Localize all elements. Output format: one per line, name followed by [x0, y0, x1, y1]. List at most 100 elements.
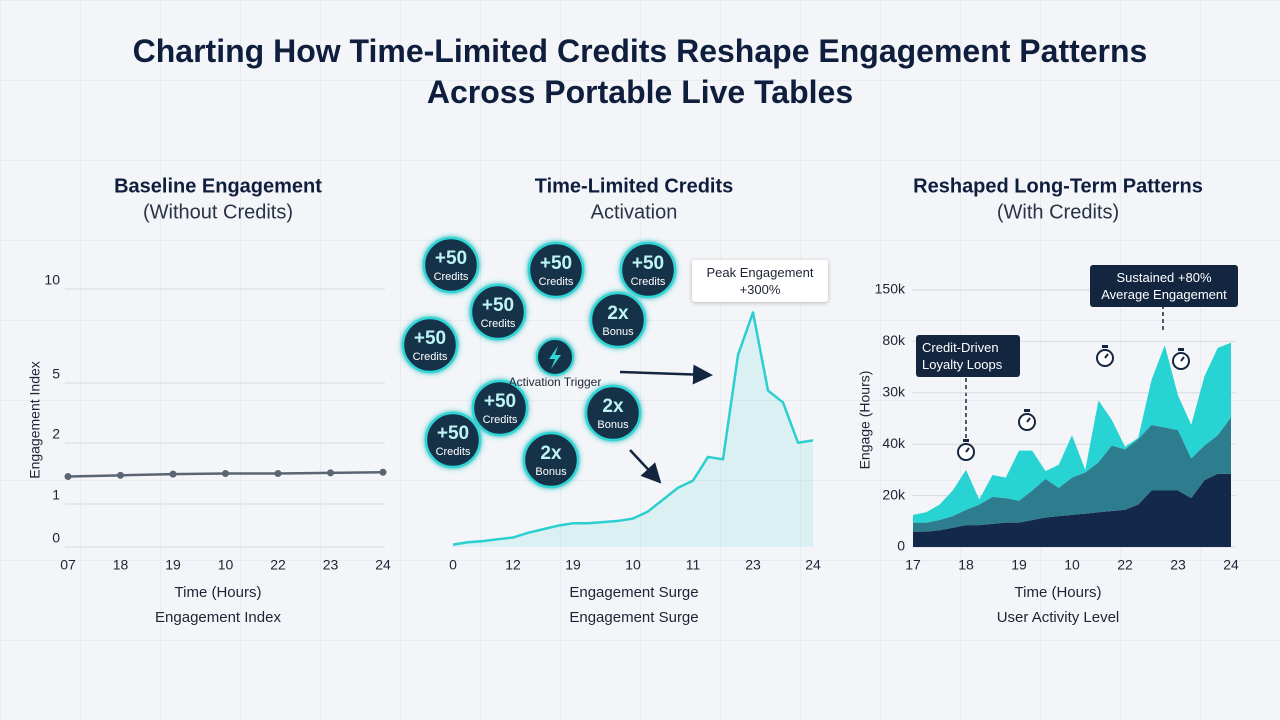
y-axis-label: Engage (Hours) [857, 371, 873, 470]
badge-kind: Credits [436, 446, 471, 458]
badge-kind: Credits [483, 414, 518, 426]
badge [527, 241, 585, 299]
y-tick-label: 10 [44, 272, 60, 288]
bolt [549, 346, 561, 369]
badge [589, 291, 647, 349]
chart-subtitle: (With Credits) [997, 201, 1119, 223]
x-tick-label: 12 [505, 557, 521, 573]
plot-area [65, 289, 385, 547]
badge-amount: +50 [437, 423, 469, 444]
x-tick-label: 24 [1223, 557, 1239, 573]
x-tick-label: 17 [905, 557, 921, 573]
y-tick-label: 0 [897, 538, 905, 554]
x-axis-label: Time (Hours) [1015, 584, 1102, 601]
badge-amount: +50 [435, 248, 467, 269]
area [453, 312, 813, 547]
x-tick-label: 23 [1170, 557, 1186, 573]
point [327, 469, 334, 477]
x-tick-label: 23 [745, 557, 761, 573]
badge [471, 379, 529, 437]
line [452, 311, 814, 546]
point [169, 470, 177, 478]
x-tick-label: 23 [323, 557, 339, 573]
arrow [629, 449, 662, 484]
badge-amount: +50 [484, 391, 516, 412]
x-tick-label: 11 [686, 557, 701, 573]
badge-amount: 2x [602, 396, 624, 417]
caption: Engagement Surge [569, 609, 698, 626]
x-tick-label: 22 [1117, 557, 1133, 573]
y-tick-label: 80k [882, 332, 906, 348]
page-title: Charting How Time-Limited Credits Reshap… [132, 33, 1148, 110]
area-segment [913, 473, 1231, 547]
point [117, 471, 124, 479]
x-tick-label: 18 [113, 557, 129, 573]
point [64, 473, 72, 481]
x-tick-label: 10 [1064, 557, 1080, 573]
badge-amount: +50 [482, 295, 514, 316]
badge-kind: Bonus [535, 466, 567, 478]
y-tick-label: 20k [882, 486, 906, 502]
badge [422, 236, 480, 294]
stopwatch-crown [1102, 345, 1108, 348]
badge-amount: +50 [414, 328, 446, 349]
y-tick-label: 1 [52, 487, 60, 503]
stopwatch-crown [1024, 409, 1030, 412]
badge-kind: Credits [481, 318, 516, 330]
badge-amount: +50 [632, 253, 664, 274]
badge [424, 411, 482, 469]
x-tick-label: 10 [218, 557, 234, 573]
badge [401, 316, 459, 374]
badge [522, 431, 580, 489]
chart-subtitle: Activation [591, 201, 678, 223]
badge-kind: Credits [631, 276, 666, 288]
chart-subtitle: (Without Credits) [143, 201, 293, 223]
y-tick-label: 40k [882, 435, 906, 451]
chart-title: Baseline Engagement [114, 175, 322, 197]
y-tick-label: 30k [882, 384, 906, 400]
badge [584, 384, 642, 442]
y-axis-label: Engagement Index [27, 361, 43, 479]
point [379, 468, 387, 476]
stopwatch-crown [1178, 348, 1184, 351]
stopwatch-hand [1104, 353, 1109, 359]
chart-title: Time-Limited Credits [535, 175, 734, 197]
badge-kind: Credits [539, 276, 574, 288]
stopwatch-hand [965, 447, 970, 453]
x-tick-label: 0 [449, 557, 457, 573]
chart-title: Reshaped Long-Term Patterns [913, 175, 1203, 197]
annotation: Sustained +80% Average Engagement [1090, 265, 1238, 307]
y-tick-label: 150k [875, 281, 906, 297]
x-tick-label: 10 [625, 557, 641, 573]
badge-kind: Credits [413, 351, 448, 363]
point [274, 470, 282, 477]
stopwatch-hand [1026, 417, 1031, 423]
x-tick-label: 24 [375, 557, 391, 573]
x-tick-label: 24 [805, 557, 821, 573]
stopwatch-crown [963, 439, 969, 442]
y-tick-label: 5 [52, 366, 60, 382]
x-tick-label: 22 [270, 557, 286, 573]
badge-amount: 2x [607, 303, 629, 324]
annotation: Credit-Driven Loyalty Loops [916, 335, 1020, 377]
badge-amount: +50 [540, 253, 572, 274]
y-tick-label: 0 [52, 530, 60, 546]
arrow [619, 364, 713, 385]
badge-kind: Bonus [602, 326, 634, 338]
badge-kind: Credits [434, 271, 469, 283]
badge [619, 241, 677, 299]
point [222, 470, 229, 477]
caption: Engagement Index [155, 609, 281, 626]
x-tick-label: 18 [958, 557, 974, 573]
x-tick-label: 19 [165, 557, 181, 573]
caption: User Activity Level [997, 609, 1120, 626]
badge-kind: Bonus [597, 419, 629, 431]
stopwatch-hand [1180, 356, 1185, 362]
annotation: Peak Engagement +300% [692, 260, 828, 302]
x-axis-label: Engagement Surge [569, 584, 698, 601]
x-tick-label: 19 [565, 557, 581, 573]
badge [469, 283, 527, 341]
area-segment [913, 417, 1231, 532]
